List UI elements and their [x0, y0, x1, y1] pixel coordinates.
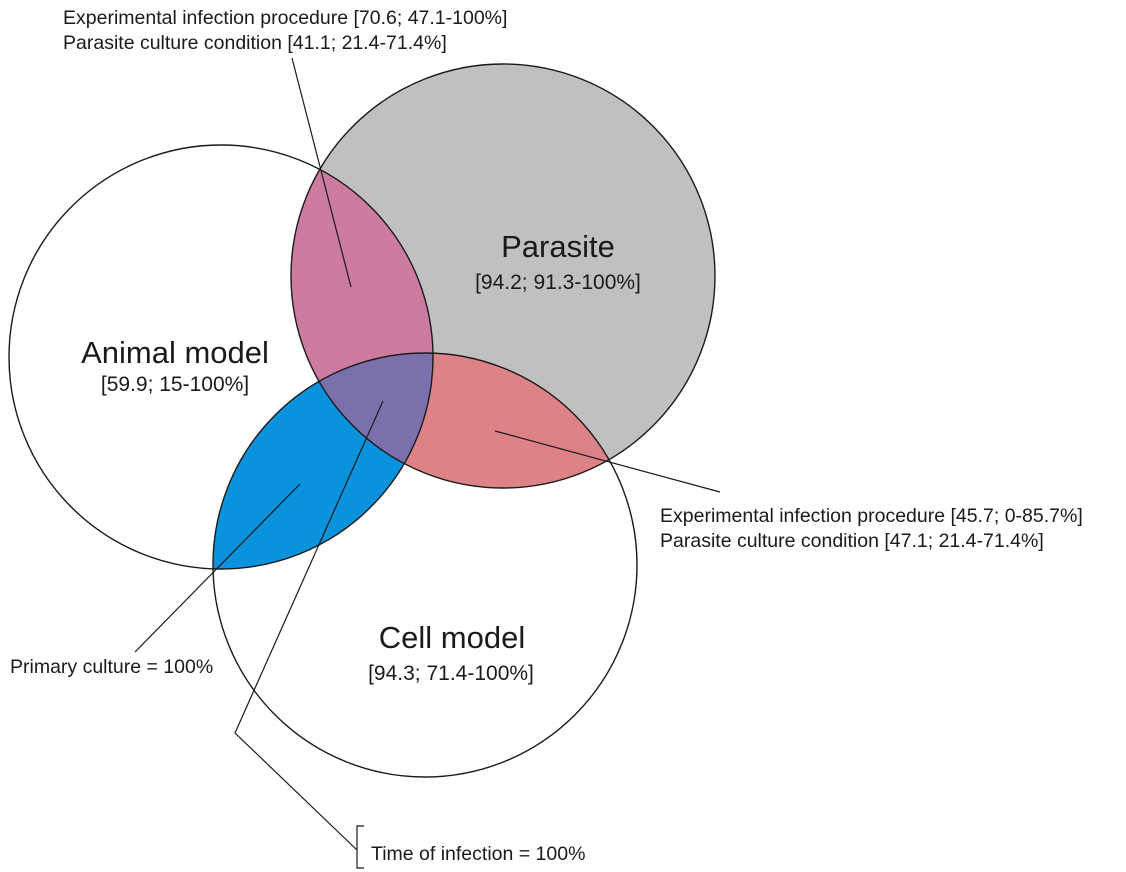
animal-parasite-leader — [291, 57, 352, 288]
parasite-cell-label-line1: Experimental infection procedure [45.7; … — [660, 505, 1083, 527]
parasite-set-name: Parasite — [501, 229, 615, 264]
parasite-cell-label-line2: Parasite culture condition [47.1; 21.4-7… — [660, 530, 1044, 552]
animal-circle-outline — [8, 144, 434, 570]
all-three-leader — [234, 400, 384, 851]
animal-cell-leader — [134, 483, 301, 653]
parasite-cell-leader — [494, 430, 721, 493]
all-three-label: Time of infection = 100% — [371, 843, 585, 865]
animal-set-name: Animal model — [81, 335, 269, 370]
parasite-circle-outline — [290, 63, 716, 489]
animal-set-value: [59.9; 15-100%] — [101, 373, 249, 396]
animal-parasite-label-line2: Parasite culture condition [41.1; 21.4-7… — [63, 32, 447, 54]
all-three-label-bracket — [356, 825, 364, 869]
animal-parasite-label-line1: Experimental infection procedure [70.6; … — [63, 7, 507, 29]
parasite-set-value: [94.2; 91.3-100%] — [475, 271, 641, 294]
cell-set-name: Cell model — [379, 620, 525, 655]
animal-cell-label: Primary culture = 100% — [10, 656, 213, 678]
cell-circle-outline — [212, 352, 638, 778]
cell-set-value: [94.3; 71.4-100%] — [368, 662, 534, 685]
